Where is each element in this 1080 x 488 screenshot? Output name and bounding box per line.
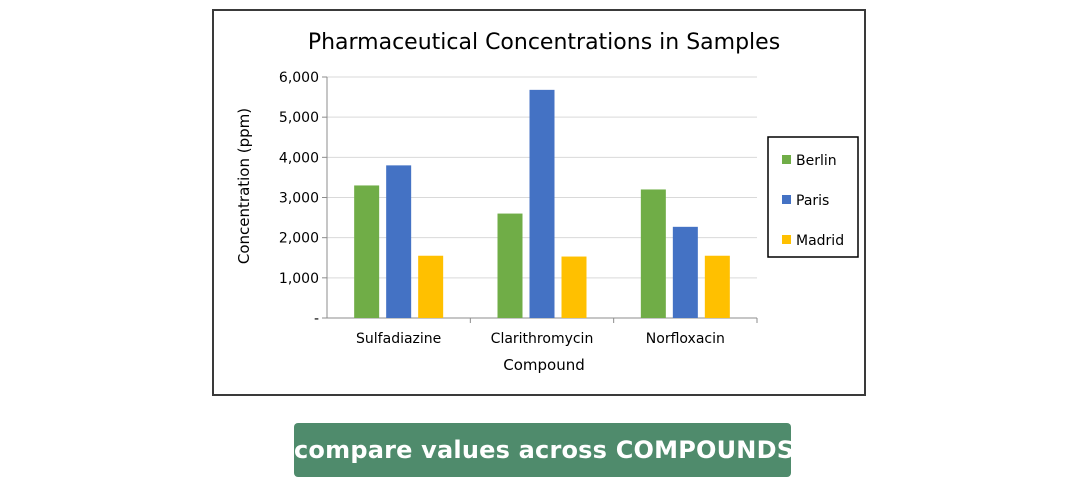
bar-paris-norfloxacin [672,226,698,318]
legend: Berlin Paris Madrid [767,136,859,258]
bar-chart: Pharmaceutical Concentrations in Samples… [235,30,859,374]
x-tick-label: Sulfadiazine [356,331,441,347]
y-axis-label: Concentration (ppm) [235,108,253,264]
y-tick-label: 3,000 [279,191,319,207]
legend-swatch-madrid [782,235,791,244]
bar-madrid-clarithromycin [561,256,587,318]
bar-berlin-clarithromycin [497,213,523,318]
y-tick-label: 5,000 [279,110,319,126]
legend-label-berlin: Berlin [796,153,837,169]
bars [354,89,730,318]
bar-madrid-sulfadiazine [418,255,444,318]
legend-swatch-paris [782,195,791,204]
x-axis-label: Compound [503,356,585,374]
bar-madrid-norfloxacin [704,255,730,318]
y-tick-label: 6,000 [279,70,319,86]
y-tick-label: 1,000 [279,271,319,287]
caption-banner: compare values across COMPOUNDS [294,423,794,477]
bar-berlin-sulfadiazine [354,185,380,318]
y-tick-label: - [314,311,319,327]
x-tick-label: Clarithromycin [491,331,594,347]
y-tick-label: 2,000 [279,231,319,247]
legend-swatch-berlin [782,155,791,164]
bar-berlin-norfloxacin [640,189,666,318]
chart-frame: Pharmaceutical Concentrations in Samples… [212,9,866,396]
bar-paris-sulfadiazine [386,165,412,318]
x-tick-labels: Sulfadiazine Clarithromycin Norfloxacin [356,331,725,347]
y-tick-label: 4,000 [279,150,319,166]
chart-title: Pharmaceutical Concentrations in Samples [308,30,780,55]
legend-label-paris: Paris [796,193,829,209]
x-tick-label: Norfloxacin [646,331,725,347]
y-tick-labels: - 1,000 2,000 3,000 4,000 5,000 6,000 [279,70,319,327]
bar-paris-clarithromycin [529,89,555,318]
legend-label-madrid: Madrid [796,233,844,249]
